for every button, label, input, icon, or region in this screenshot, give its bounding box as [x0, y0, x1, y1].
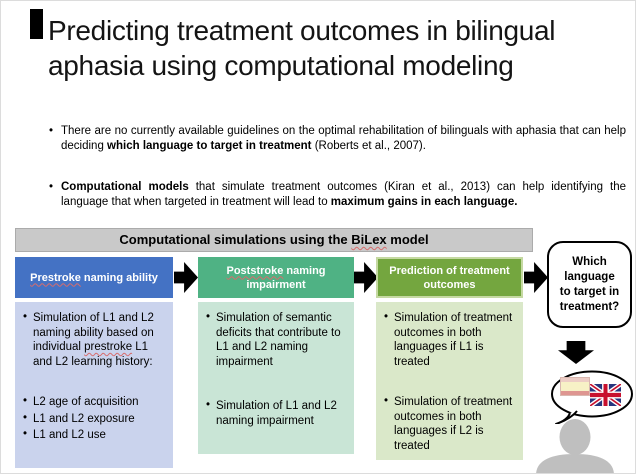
prestroke-column: Prestroke naming ability Simulation of L… [15, 257, 173, 468]
column-header: Prestroke naming ability [15, 257, 173, 298]
item-text: Simulation of L1 and L2 naming ability b… [33, 312, 154, 353]
list-item: L1 and L2 exposure [23, 411, 166, 427]
bullet-text-bold: Computational models [61, 181, 189, 193]
question-line: treatment? [559, 300, 620, 313]
header-text: Prediction of treatment [389, 264, 510, 277]
item-text: L1 and L2 learning history: [33, 341, 153, 368]
flow-arrow-icon [524, 261, 548, 294]
list-item: Simulation of L1 and L2 naming ability b… [23, 310, 166, 369]
question-box: Which language to target in treatment? [547, 241, 632, 328]
column-body: Simulation of treatment outcomes in both… [376, 302, 523, 460]
list-item: L2 age of acquisition [23, 394, 166, 410]
flow-arrow-icon [354, 261, 378, 294]
list-item: Simulation of treatment outcomes in both… [384, 394, 516, 453]
list-item: Simulation of L1 and L2 naming impairmen… [206, 398, 347, 428]
banner-text: model [386, 232, 429, 247]
decorative-black-bar [30, 9, 43, 39]
spain-flag-icon [560, 377, 590, 396]
banner-term: BiLex [351, 232, 387, 247]
uk-flag-icon [590, 384, 621, 406]
prediction-column: Prediction of treatment outcomes Simulat… [376, 257, 523, 460]
slide-title: Predicting treatment outcomes in bilingu… [48, 15, 556, 81]
down-arrow-icon [558, 341, 594, 364]
bullet-item: Computational models that simulate treat… [48, 180, 626, 210]
bullet-text: that simulate treatment outcomes (Kiran … [61, 181, 626, 208]
question-line: Which [572, 255, 607, 268]
item-term: prestroke [84, 341, 133, 353]
section-banner: Computational simulations using the BiLe… [15, 228, 533, 252]
person-silhouette-icon [536, 419, 614, 473]
question-line: language [564, 270, 615, 283]
intro-bullet-list: There are no currently available guideli… [48, 124, 626, 210]
list-item: L1 and L2 use [23, 427, 166, 443]
header-text: naming ability [80, 271, 158, 284]
bullet-text-bold: which language to target in treatment [107, 140, 312, 152]
bullet-text: There are no currently available guideli… [61, 125, 626, 152]
flow-arrow-icon [174, 261, 198, 294]
poststroke-column: Poststroke naming impairment Simulation … [198, 257, 354, 454]
header-term: Poststroke [226, 264, 284, 277]
header-text: naming impairment [246, 264, 326, 291]
column-header: Prediction of treatment outcomes [376, 257, 523, 298]
list-item: Simulation of semantic deficits that con… [206, 310, 347, 369]
column-body: Simulation of L1 and L2 naming ability b… [15, 302, 173, 468]
column-body: Simulation of semantic deficits that con… [198, 302, 354, 454]
list-item: Simulation of treatment outcomes in both… [384, 310, 516, 369]
header-term: Prestroke [30, 271, 81, 284]
question-line: to target in [559, 285, 620, 298]
banner-text: Computational simulations using the [119, 232, 352, 247]
column-header: Poststroke naming impairment [198, 257, 354, 298]
bullet-item: There are no currently available guideli… [48, 124, 626, 154]
bullet-text: (Roberts et al., 2007). [311, 140, 426, 152]
header-text: outcomes [423, 278, 476, 291]
bullet-text-bold: maximum gains in each language. [330, 196, 518, 208]
